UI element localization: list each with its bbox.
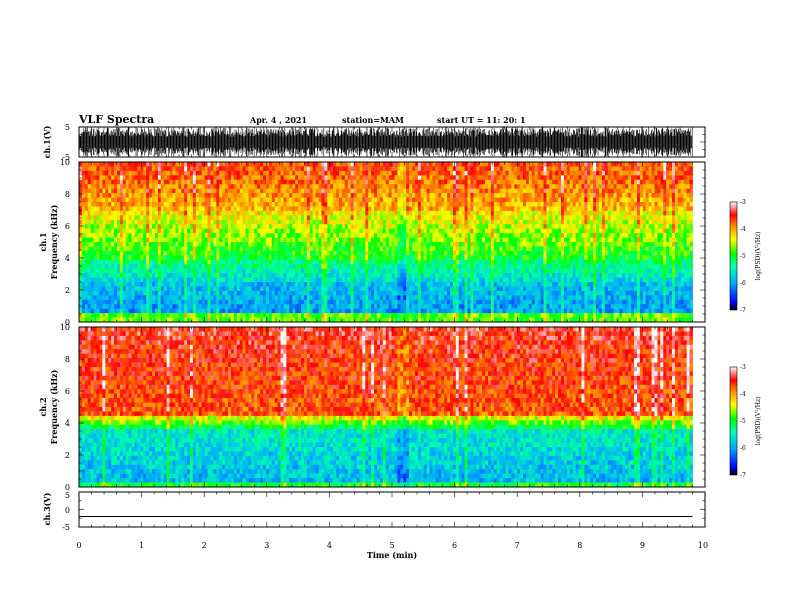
- ch2-ytick-10: 10: [60, 323, 70, 332]
- station-label: station=MAM: [342, 115, 404, 125]
- figure-title: VLF Spectra: [78, 113, 154, 126]
- ch3-ytick-5: 5: [65, 491, 70, 500]
- xtick-6: 6: [452, 541, 457, 550]
- ch1-ytick-bottom: -5: [62, 153, 70, 162]
- ch1-cb-tick-m3: -3: [740, 199, 746, 206]
- ch3-waveform-ylabel: ch.3(V): [42, 492, 52, 525]
- xtick-0: 0: [76, 541, 81, 550]
- xtick-9: 9: [640, 541, 645, 550]
- ch1-waveform-trace: [78, 127, 693, 157]
- date-label: Apr. 4 , 2021: [249, 115, 307, 125]
- ch1-ytick-10: 10: [60, 158, 70, 167]
- ch1-colorbar-scale: [729, 201, 738, 311]
- ch1-cb-tick-m4: -4: [740, 226, 746, 233]
- axis-tick-marks: [78, 126, 706, 528]
- time-axis: 0 1 2 3 4 5 6 7 8 9 10 Time (min): [76, 541, 708, 560]
- ch1-waveform-ylabel: ch.1(V): [42, 125, 52, 158]
- ch1-spectrogram-image: [79, 162, 693, 323]
- ch2-cb-tick-m6: -6: [740, 445, 746, 452]
- xtick-5: 5: [389, 541, 394, 550]
- ch3-ytick-m5: -5: [62, 523, 70, 532]
- ch1-ytick-8: 8: [65, 190, 70, 199]
- ch1-cb-tick-m5: -5: [740, 253, 746, 260]
- time-axis-label: Time (min): [367, 550, 417, 560]
- ch2-colorbar: -3 -4 -5 -6 -7 log(PSD)(V²/Hz): [729, 364, 762, 479]
- ch1-spectrogram-panel: 0 2 4 6 8 10 ch.1 Frequency (kHz): [38, 158, 706, 327]
- ch1-ytick-4: 4: [65, 254, 70, 263]
- start-time-label: start UT = 11: 20: 1: [437, 115, 526, 125]
- ch1-cb-tick-m6: -6: [740, 280, 746, 287]
- ch2-cb-tick-m4: -4: [740, 391, 746, 398]
- ch1-colorbar-label: log(PSD)(V²/Hz): [755, 232, 762, 281]
- ch2-ytick-6: 6: [65, 387, 70, 396]
- ch1-spectrogram-ylabel-channel: ch.1: [38, 232, 48, 251]
- ch1-cb-tick-m7: -7: [740, 307, 746, 314]
- ch2-spectrogram-ylabel-frequency: Frequency (kHz): [49, 369, 59, 444]
- xtick-1: 1: [139, 541, 144, 550]
- ch2-spectrogram-image: [79, 327, 693, 488]
- ch2-spectrogram-ylabel-channel: ch.2: [38, 397, 48, 416]
- xtick-3: 3: [264, 541, 269, 550]
- ch1-ytick-2: 2: [65, 286, 70, 295]
- ch1-ytick-0: 0: [65, 318, 70, 327]
- xtick-7: 7: [515, 541, 520, 550]
- ch2-spectrogram-panel: 0 2 4 6 8 10 ch.2 Frequency (kHz): [38, 323, 706, 492]
- ch2-cb-tick-m3: -3: [740, 364, 746, 371]
- ch2-cb-tick-m7: -7: [740, 472, 746, 479]
- ch3-ytick-0: 0: [65, 506, 70, 515]
- ch2-colorbar-scale: [729, 366, 738, 476]
- ch2-ytick-4: 4: [65, 419, 70, 428]
- ch1-ytick-6: 6: [65, 222, 70, 231]
- ch2-ytick-8: 8: [65, 355, 70, 364]
- ch2-ytick-0: 0: [65, 483, 70, 492]
- ch1-ytick-top: 5: [65, 123, 70, 132]
- xtick-4: 4: [327, 541, 332, 550]
- ch2-cb-tick-m5: -5: [740, 418, 746, 425]
- ch1-spectrogram-ylabel-frequency: Frequency (kHz): [49, 204, 59, 279]
- ch1-colorbar: -3 -4 -5 -6 -7 log(PSD)(V²/Hz): [729, 199, 762, 314]
- ch2-colorbar-label: log(PSD)(V²/Hz): [755, 397, 762, 446]
- xtick-8: 8: [577, 541, 582, 550]
- xtick-10: 10: [698, 541, 708, 550]
- xtick-2: 2: [202, 541, 207, 550]
- ch2-ytick-2: 2: [65, 451, 70, 460]
- ch3-waveform-frame: [78, 491, 706, 528]
